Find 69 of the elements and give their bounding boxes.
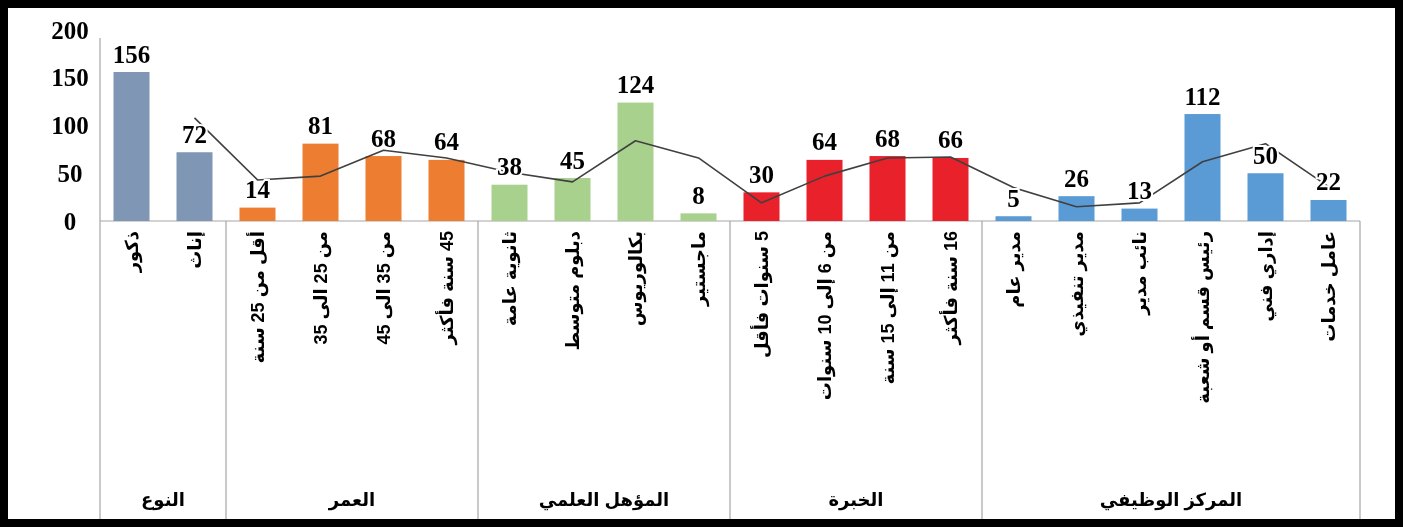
data-label: 66 [938,126,963,154]
bar [491,184,528,221]
bar [995,216,1032,221]
x-tick-label: نائب مدير [1129,231,1151,316]
bar [806,159,843,221]
data-label: 64 [434,128,460,156]
text: المؤهل العلمي [538,490,670,511]
bar [932,157,969,221]
x-tick-label: ذكور [121,231,143,274]
bar [176,152,213,221]
bar [428,159,465,221]
data-label: 26 [1064,164,1089,192]
y-tick-label: 100 [51,112,89,139]
data-label: 124 [616,71,655,99]
bar [302,143,339,221]
data-label: 50 [1253,141,1278,169]
data-label: 156 [112,40,151,68]
bar [239,207,276,221]
x-tick-label: عامل خدمات [1318,231,1339,342]
data-label: 68 [875,124,900,152]
x-tick-label: رئيس قسم أو شعبة [1190,231,1214,404]
bar [1058,196,1095,221]
data-label: 68 [371,124,396,152]
data-label: 81 [308,112,333,140]
data-label: 13 [1127,177,1152,205]
x-tick-label: ثانوية عامة [499,231,521,327]
bar [554,178,591,221]
x-tick-label: 16 سنة فأكثر [938,231,962,346]
bar [1184,114,1221,221]
data-label: 112 [1184,82,1221,110]
data-label: 22 [1316,168,1341,196]
y-tick-label: 200 [51,16,89,44]
x-tick-label: مدير تنفيذي [1066,231,1088,337]
x-tick-label: ماجستير [688,231,710,308]
data-label: 45 [560,146,585,174]
data-label: 30 [749,160,774,188]
x-tick-label: من 6 إلى 10 سنوات [814,231,836,401]
x-tick-label: من 35 الى 45 [373,231,395,345]
data-label: 5 [1007,184,1020,212]
bar [743,192,780,221]
text: العمر [327,490,376,511]
bar [1247,173,1284,221]
x-tick-label: من 11 إلى 15 سنة [877,231,899,385]
data-label: 72 [182,120,207,148]
bar [617,102,654,221]
data-label: 14 [245,176,271,204]
bar [1310,199,1347,221]
bar [680,213,717,221]
y-tick-label: 50 [57,159,83,187]
x-tick-label: 45 سنة فأكثر [434,231,458,346]
data-label: 64 [812,128,838,156]
text: الخبرة [828,490,884,511]
text: النوع [141,490,185,511]
x-tick-label: أقل من 25 سنة [245,231,269,364]
x-tick-label: من 25 الى 35 [310,231,332,345]
y-tick-label: 150 [51,64,89,92]
text: المركز الوظيفي [1099,490,1243,511]
x-tick-label: 5 سنوات فأقل [749,231,773,359]
bar [365,156,402,221]
bar [113,72,150,221]
x-tick-label: مدير عام [1003,231,1025,308]
bar [869,156,906,221]
x-tick-label: بكالوريوس [625,231,647,327]
y-tick-label: 0 [63,207,77,235]
x-tick-label: دبلوم متوسط [562,231,584,351]
bar [1121,208,1158,221]
x-tick-label: إداري فني [1255,231,1277,322]
data-label: 8 [692,181,705,209]
x-tick-label: إناث [184,231,205,269]
